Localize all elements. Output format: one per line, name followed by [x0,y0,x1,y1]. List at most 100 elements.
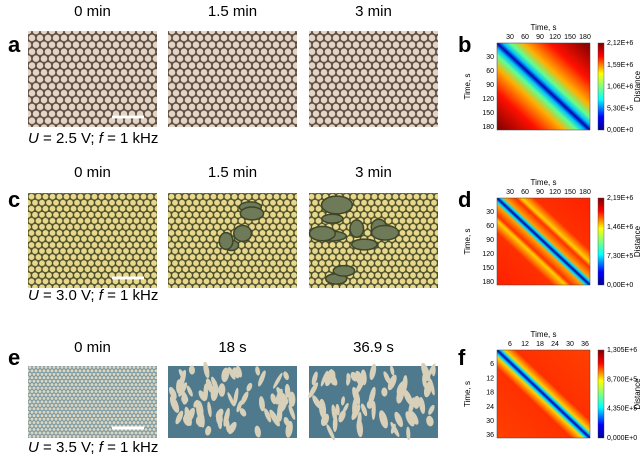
stripe [350,371,358,382]
stripe [181,394,188,404]
stripe [254,425,261,438]
stripe [320,413,330,427]
x-tick-label: 120 [549,189,561,196]
stripe [308,382,319,399]
stripe [352,397,358,417]
stripe [195,414,203,426]
x-tick-label: 150 [564,189,576,196]
domain [349,219,365,239]
stripe [409,410,419,425]
micrograph [28,31,157,127]
heatmap [496,197,591,286]
y-tick-label: 36 [486,432,494,439]
colorbar-label: Distance [633,378,642,410]
condition-part: f [99,439,105,456]
x-tick-label: 30 [506,34,514,41]
stripe [326,424,335,441]
stripe [239,408,247,417]
stripe [255,366,260,376]
y-tick-label: 120 [482,96,494,103]
colorbar-tick: 0,00E+0 [607,282,633,289]
condition: U = 3.0 V; f = 1 kHz [28,287,158,304]
stripe [283,371,289,380]
stripe [221,367,230,383]
condition-part: = 3.5 V; [39,439,99,456]
condition-part: = 2.5 V; [39,130,99,147]
panel-letter: e [8,345,20,370]
condition-part: = 1 kHz [103,287,158,304]
colorbar [597,42,605,131]
y-tick-label: 90 [486,82,494,89]
frame-time: 18 s [218,339,246,356]
stripe [203,383,209,401]
domain [239,206,265,221]
stripe [379,410,388,429]
x-tick-label: 36 [581,341,589,348]
condition-part: U [28,439,39,456]
stripe [218,383,226,397]
stripe [413,395,421,409]
x-tick-label: 12 [521,341,529,348]
stripe [426,415,434,427]
stripe [264,408,272,423]
y-tick-label: 180 [482,124,494,131]
stripe [369,363,377,380]
stripe [396,380,407,395]
stripe [269,409,280,427]
stripe [176,379,182,394]
stripe [311,371,318,386]
x-tick-label: 30 [506,189,514,196]
stripe [236,400,243,413]
colorbar-tick: 7,30E+5 [607,253,633,260]
stripe [318,398,327,419]
stripe [335,403,340,416]
condition-part: = 1 kHz [103,130,158,147]
colorbar-tick: 0,000E+0 [607,435,637,442]
frame-time: 0 min [74,339,111,356]
domain [320,195,354,215]
stripe [288,404,296,420]
colorbar-tick: 1,46E+6 [607,224,633,231]
map-ylabel: Time, s [463,381,472,407]
condition-part: f [99,130,105,147]
colorbar-tick: 2,12E+6 [607,40,633,47]
stripe [327,371,338,386]
stripe [188,365,195,375]
stripe [368,386,376,406]
x-tick-label: 90 [536,189,544,196]
heatmap [496,349,591,439]
stripe [277,404,283,422]
stripe [217,417,223,430]
stripe [360,403,368,417]
stripe [186,385,193,397]
stripe [383,371,391,384]
x-tick-label: 90 [536,34,544,41]
x-tick-label: 60 [521,189,529,196]
stripe [273,372,283,389]
colorbar [597,349,605,439]
stripe [205,378,213,393]
condition: U = 3.5 V; f = 1 kHz [28,439,158,456]
map-title: Time, s [531,178,557,187]
stripe [258,396,265,412]
stripe [227,392,235,407]
domain [308,225,336,242]
stripe [207,401,212,418]
map-title: Time, s [531,23,557,32]
panel-letter: f [458,345,466,370]
stripe [203,361,210,379]
x-tick-label: 180 [579,189,591,196]
condition-part: f [99,287,105,304]
stripe [360,369,367,386]
y-tick-label: 90 [486,237,494,244]
stripe [240,391,249,405]
x-tick-label: 6 [508,341,512,348]
y-tick-label: 150 [482,110,494,117]
y-tick-label: 12 [486,375,494,382]
stripe [428,404,435,415]
colorbar-tick: 2,19E+6 [607,195,633,202]
colorbar-tick: 8,700E+5 [607,376,637,383]
stripe [340,396,346,406]
stripe [352,386,361,405]
